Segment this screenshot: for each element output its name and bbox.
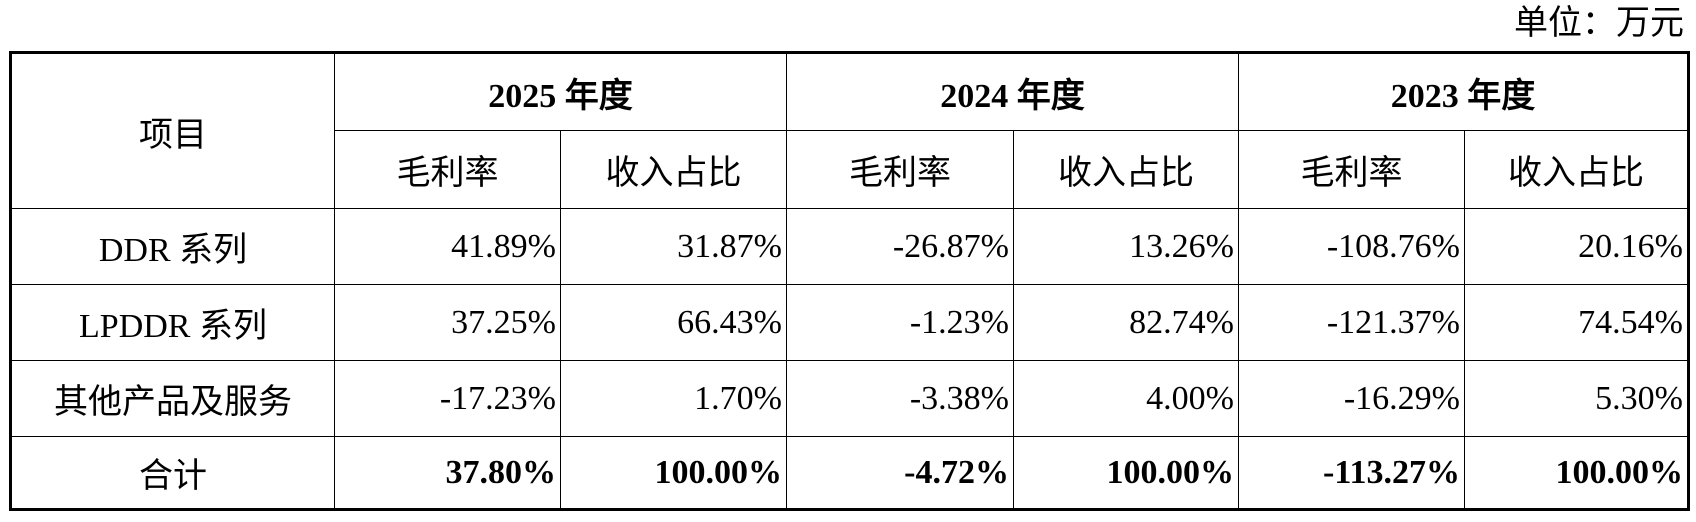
table-cell: -121.37% [1238, 284, 1465, 361]
table-cell: 收入占比 [1464, 130, 1689, 209]
table-cell: 毛利率 [1238, 130, 1465, 209]
table-cell: LPDDR 系列 [10, 284, 335, 361]
table-cell: 合计 [10, 436, 335, 510]
table-cell: 收入占比 [560, 130, 787, 209]
table-cell: 2025 年度 [334, 52, 787, 131]
table-cell: 41.89% [334, 208, 561, 285]
table-cell: 37.80% [334, 436, 561, 510]
table-cell: 37.25% [334, 284, 561, 361]
table-cell: -3.38% [786, 360, 1014, 437]
table-cell: 66.43% [560, 284, 787, 361]
table-row: DDR 系列 41.89% 31.87% -26.87% 13.26% -108.76% 2… [10, 208, 1689, 285]
table-cell: 20.16% [1464, 208, 1689, 285]
table-cell: DDR 系列 [10, 208, 335, 285]
table-cell: 100.00% [560, 436, 787, 510]
table-cell: 13.26% [1013, 208, 1239, 285]
table-cell: -16.29% [1238, 360, 1465, 437]
table-cell: 项目 [10, 52, 335, 209]
table-cell: 毛利率 [786, 130, 1014, 209]
table-row: LPDDR 系列 37.25% 66.43% -1.23% 82.74% -121.37%… [10, 284, 1689, 361]
table-cell: 31.87% [560, 208, 787, 285]
table-cell: 毛利率 [334, 130, 561, 209]
table-row: 其他产品及服务 -17.23% 1.70% -3.38% 4.00% -16.29% 5.3… [10, 360, 1689, 437]
table-cell: 100.00% [1013, 436, 1239, 510]
table-cell: 82.74% [1013, 284, 1239, 361]
table-cell: 74.54% [1464, 284, 1689, 361]
table-cell: -108.76% [1238, 208, 1465, 285]
table-cell: 其他产品及服务 [10, 360, 335, 437]
table-cell: -17.23% [334, 360, 561, 437]
table-cell: -1.23% [786, 284, 1014, 361]
table-cell: 5.30% [1464, 360, 1689, 437]
table-cell: 收入占比 [1013, 130, 1239, 209]
table-cell: 2023 年度 [1238, 52, 1689, 131]
table-cell: -26.87% [786, 208, 1014, 285]
table-cell: 2024 年度 [786, 52, 1239, 131]
table-row: 项目 2025 年度 2024 年度 2023 年度 [10, 52, 1689, 209]
table-cell: 4.00% [1013, 360, 1239, 437]
table-cell: -4.72% [786, 436, 1014, 510]
table-row: 合计 37.80% 100.00% -4.72% 100.00% -113.27% 100.… [10, 436, 1689, 510]
table-cell: -113.27% [1238, 436, 1465, 510]
table-cell: 100.00% [1464, 436, 1689, 510]
unit-label: 单位：万元 [1514, 5, 1684, 42]
table-cell: 1.70% [560, 360, 787, 437]
gross-margin-table: 项目 2025 年度 2024 年度 2023 年度 毛利率 收入占比 毛利率 收入占比 毛利率… [9, 51, 1690, 511]
